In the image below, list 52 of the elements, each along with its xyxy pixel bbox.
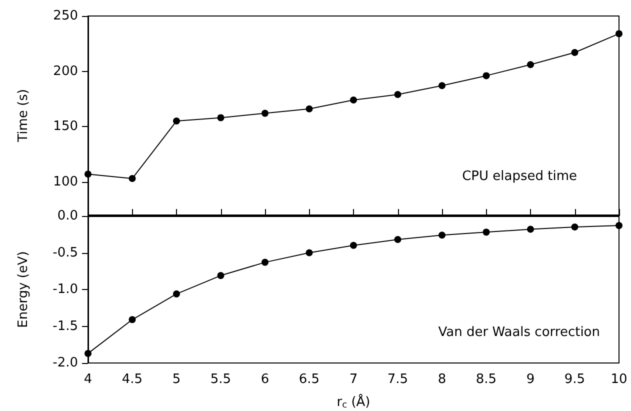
point — [262, 110, 268, 117]
point — [438, 82, 446, 90]
x-tick-label: 5 — [172, 372, 181, 387]
point — [306, 105, 313, 112]
y-tick-label: 0.0 — [57, 208, 78, 224]
y-tick-label: -1.5 — [52, 318, 78, 334]
x-tick-label: 9 — [526, 372, 535, 387]
point — [128, 175, 136, 182]
point — [173, 290, 180, 298]
x-tick-label: 7.5 — [387, 372, 408, 387]
point — [128, 316, 136, 324]
y-tick-label: -0.5 — [52, 245, 78, 260]
point — [527, 61, 534, 68]
point — [616, 30, 622, 38]
point — [262, 258, 268, 266]
y-tick-label: -1.0 — [52, 282, 78, 297]
annotation: CPU elapsed time — [462, 169, 578, 184]
y-tick-label: 100 — [53, 174, 78, 190]
x-tick-label: 6 — [260, 372, 270, 387]
point — [571, 48, 578, 56]
point — [616, 222, 622, 230]
x-tick-label: 7 — [349, 372, 358, 387]
point — [394, 236, 402, 244]
point — [482, 72, 490, 80]
y-tick-label: -2.0 — [52, 356, 78, 370]
x-tick-label: 10 — [610, 372, 628, 387]
x-tick-label: 4.5 — [122, 372, 143, 387]
point — [217, 272, 224, 280]
annotation: Van der Waals correction — [438, 325, 600, 340]
x-tick-label: 6.5 — [298, 372, 320, 387]
point — [217, 114, 224, 122]
point — [84, 350, 92, 357]
y-tick-label: 250 — [53, 8, 78, 24]
point — [306, 249, 313, 256]
point — [350, 242, 357, 249]
x-tick-label: 8 — [438, 372, 446, 387]
point — [173, 118, 180, 125]
y-tick-label: 150 — [53, 119, 78, 134]
point — [438, 232, 446, 239]
point — [84, 170, 92, 178]
x-tick-label: 4 — [84, 372, 92, 387]
y-axis-title: Energy (eV) — [16, 251, 31, 328]
point — [394, 90, 402, 98]
y-tick-label: 200 — [53, 64, 78, 79]
x-tick-label: 5.5 — [210, 372, 232, 387]
point — [527, 226, 534, 233]
point — [482, 228, 490, 236]
point — [350, 96, 357, 104]
y-axis-title: Time (s) — [16, 89, 31, 143]
point — [571, 224, 578, 231]
x-tick-label: 8.5 — [476, 372, 497, 387]
x-tick-label: 9.5 — [564, 372, 586, 387]
